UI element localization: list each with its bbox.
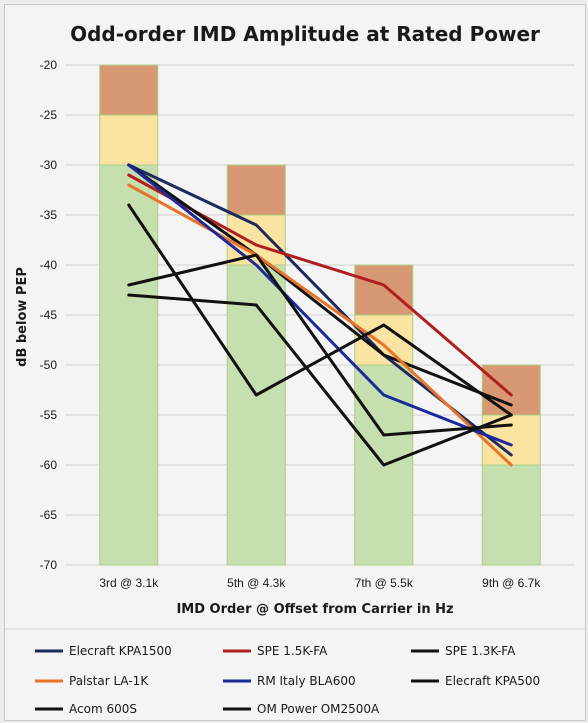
- x-tick-label: 9th @ 6.7k: [482, 576, 541, 590]
- legend-label: SPE 1.3K-FA: [445, 644, 516, 658]
- band-red: [481, 364, 541, 416]
- series-line-palstar-la-1k: [127, 183, 513, 467]
- band-layer: [99, 64, 541, 566]
- x-tick-label: 7th @ 5.5k: [355, 576, 414, 590]
- legend-item-spe-1-3k-fa: SPE 1.3K-FA: [411, 644, 516, 658]
- y-tick-label: -65: [40, 508, 58, 522]
- y-tick-labels: -20 -25 -30 -35 -40 -45 -50 -55 -60 -65 -70: [40, 58, 58, 572]
- legend-item-rm-italy-bla600: RM Italy BLA600: [223, 674, 356, 688]
- band-green: [481, 464, 541, 566]
- legend-item-om-power-om2500a: OM Power OM2500A: [223, 702, 380, 716]
- series-line-spe-1-3k-fa: [127, 163, 513, 407]
- band-green: [226, 264, 286, 566]
- legend-item-palstar-la-1k: Palstar LA-1K: [35, 674, 149, 688]
- legend-label: SPE 1.5K-FA: [257, 644, 328, 658]
- band-red: [99, 64, 159, 116]
- y-tick-label: -25: [40, 108, 58, 122]
- legend-label: Elecraft KPA1500: [69, 644, 172, 658]
- legend-label: Elecraft KPA500: [445, 674, 540, 688]
- y-axis-title: dB below PEP: [15, 267, 30, 367]
- legend-label: Acom 600S: [69, 702, 137, 716]
- band-red: [226, 164, 286, 216]
- series-line-elecraft-kpa500: [127, 253, 513, 437]
- y-tick-label: -20: [40, 58, 58, 72]
- chart-container: Odd-order IMD Amplitude at Rated Power -…: [4, 4, 586, 721]
- x-tick-label: 3rd @ 3.1k: [99, 576, 159, 590]
- y-tick-label: -35: [40, 208, 58, 222]
- legend-item-spe-1-5k-fa: SPE 1.5K-FA: [223, 644, 328, 658]
- y-tick-label: -30: [40, 158, 58, 172]
- imd-chart: Odd-order IMD Amplitude at Rated Power -…: [5, 22, 585, 716]
- series-line-om-power-om2500a: [127, 293, 513, 467]
- band-green: [99, 164, 159, 566]
- y-tick-label: -55: [40, 408, 58, 422]
- y-tick-label: -45: [40, 308, 58, 322]
- chart-title: Odd-order IMD Amplitude at Rated Power: [70, 22, 540, 46]
- legend-label: Palstar LA-1K: [69, 674, 149, 688]
- series-line-rm-italy-bla600: [127, 163, 513, 447]
- y-tick-label: -50: [40, 358, 58, 372]
- legend-item-elecraft-kpa500: Elecraft KPA500: [411, 674, 540, 688]
- x-tick-label: 5th @ 4.3k: [227, 576, 286, 590]
- y-tick-label: -70: [40, 558, 58, 572]
- band-yellow: [99, 114, 159, 166]
- y-tick-label: -60: [40, 458, 58, 472]
- legend-item-acom-600s: Acom 600S: [35, 702, 137, 716]
- y-tick-label: -40: [40, 258, 58, 272]
- legend-label: RM Italy BLA600: [257, 674, 356, 688]
- series-layer: [127, 163, 513, 467]
- series-line-spe-1-5k-fa: [127, 173, 513, 397]
- band-red: [354, 264, 414, 316]
- legend-label: OM Power OM2500A: [257, 702, 380, 716]
- legend-item-elecraft-kpa1500: Elecraft KPA1500: [35, 644, 172, 658]
- x-axis-title: IMD Order @ Offset from Carrier in Hz: [176, 602, 453, 617]
- legend: Elecraft KPA1500 SPE 1.5K-FA SPE 1.3K-FA Pa…: [35, 644, 540, 716]
- x-tick-labels: 3rd @ 3.1k 5th @ 4.3k 7th @ 5.5k 9th @ 6.7k: [99, 576, 541, 590]
